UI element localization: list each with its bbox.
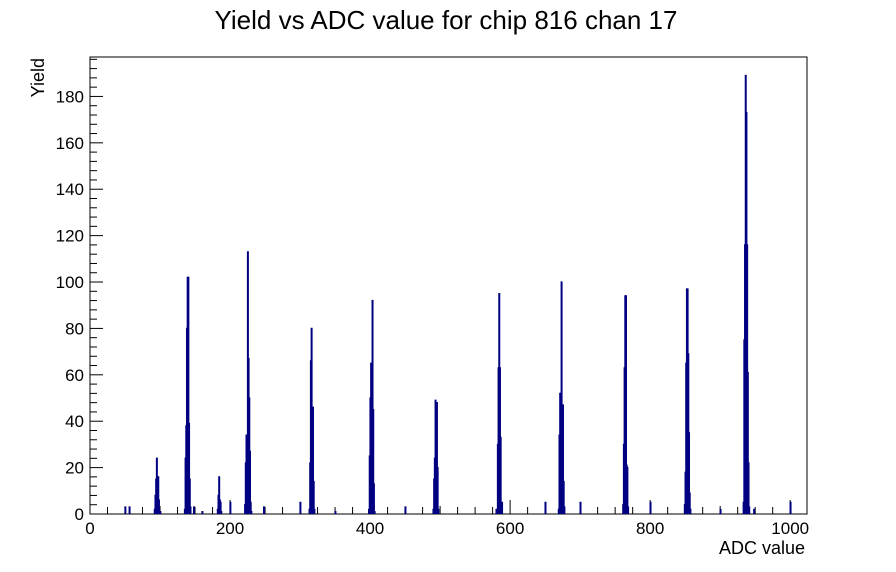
histogram-bin	[250, 511, 253, 514]
histogram-bin	[334, 511, 337, 514]
y-tick-label: 100	[56, 273, 84, 292]
histogram-bin	[499, 436, 502, 514]
histogram-series	[124, 74, 792, 514]
histogram-bin	[627, 506, 630, 514]
x-tick-label: 400	[356, 519, 384, 538]
histogram-bin	[561, 404, 564, 514]
histogram-bin	[157, 499, 160, 514]
histogram-bin	[299, 501, 302, 514]
histogram-bin	[719, 508, 722, 514]
histogram-bin	[747, 462, 750, 514]
histogram-bin	[312, 406, 315, 514]
histogram-bin	[544, 501, 547, 514]
x-axis: 0 200 400 600 800 1000	[85, 500, 809, 538]
y-tick-label: 80	[65, 319, 84, 338]
histogram-bin	[310, 327, 313, 514]
histogram-bin	[789, 501, 792, 514]
histogram-bin	[124, 506, 127, 514]
histogram-bin	[372, 408, 375, 514]
histogram-bin	[562, 480, 565, 514]
histogram-bin	[188, 422, 191, 514]
histogram-bin	[436, 466, 439, 514]
y-tick-label: 0	[75, 505, 84, 524]
plot-frame	[89, 56, 808, 515]
histogram-bin	[689, 508, 692, 514]
y-tick-label: 180	[56, 87, 84, 106]
histogram-bin	[753, 508, 756, 514]
histogram-bin	[201, 511, 204, 514]
x-tick-label: 1000	[771, 519, 809, 538]
y-tick-label: 120	[56, 227, 84, 246]
histogram-bin	[220, 511, 223, 514]
histogram-bin	[649, 501, 652, 514]
histogram-bin	[128, 506, 131, 514]
histogram-bin	[688, 492, 691, 514]
chart-title: Yield vs ADC value for chip 816 chan 17	[215, 5, 678, 35]
histogram-bin	[404, 506, 407, 514]
histogram-bin	[372, 483, 375, 514]
x-axis-label: ADC value	[719, 538, 805, 558]
y-tick-label: 20	[65, 459, 84, 478]
histogram-bin	[624, 295, 627, 514]
histogram-bin	[187, 276, 190, 514]
histogram-bin	[249, 501, 252, 514]
histogram-bin	[563, 506, 566, 514]
histogram-bin	[192, 506, 195, 514]
x-tick-label: 600	[496, 519, 524, 538]
histogram-bin	[188, 478, 191, 514]
histogram-bin	[189, 506, 192, 514]
histogram-bin	[626, 466, 629, 514]
histogram-bin	[688, 432, 691, 514]
histogram-bin	[229, 501, 232, 514]
histogram-bin	[748, 506, 751, 514]
histogram-bin	[501, 501, 504, 514]
histogram-bin	[437, 508, 440, 514]
histogram-bin	[435, 402, 438, 514]
histogram-bin	[746, 371, 749, 514]
histogram-bin	[159, 511, 162, 514]
histogram-bin	[579, 501, 582, 514]
histogram-bin	[560, 281, 563, 514]
y-tick-label: 40	[65, 412, 84, 431]
histogram-bin	[248, 450, 251, 514]
x-tick-label: 0	[85, 519, 94, 538]
histogram-bin	[371, 299, 374, 514]
y-tick-label: 140	[56, 180, 84, 199]
y-tick-label: 60	[65, 366, 84, 385]
histogram-bin	[157, 476, 160, 514]
histogram-bin	[218, 476, 221, 514]
histogram-bin	[219, 501, 222, 514]
histogram-bin	[313, 508, 316, 514]
x-tick-label: 200	[216, 519, 244, 538]
y-axis-label: Yield	[28, 58, 48, 97]
histogram-bin	[312, 480, 315, 514]
y-axis: 0 20 40 60 80 100 120 140 160 180	[56, 58, 103, 524]
y-tick-label: 160	[56, 134, 84, 153]
histogram-bin	[373, 511, 376, 514]
x-tick-label: 800	[636, 519, 664, 538]
histogram-bin	[262, 506, 265, 514]
